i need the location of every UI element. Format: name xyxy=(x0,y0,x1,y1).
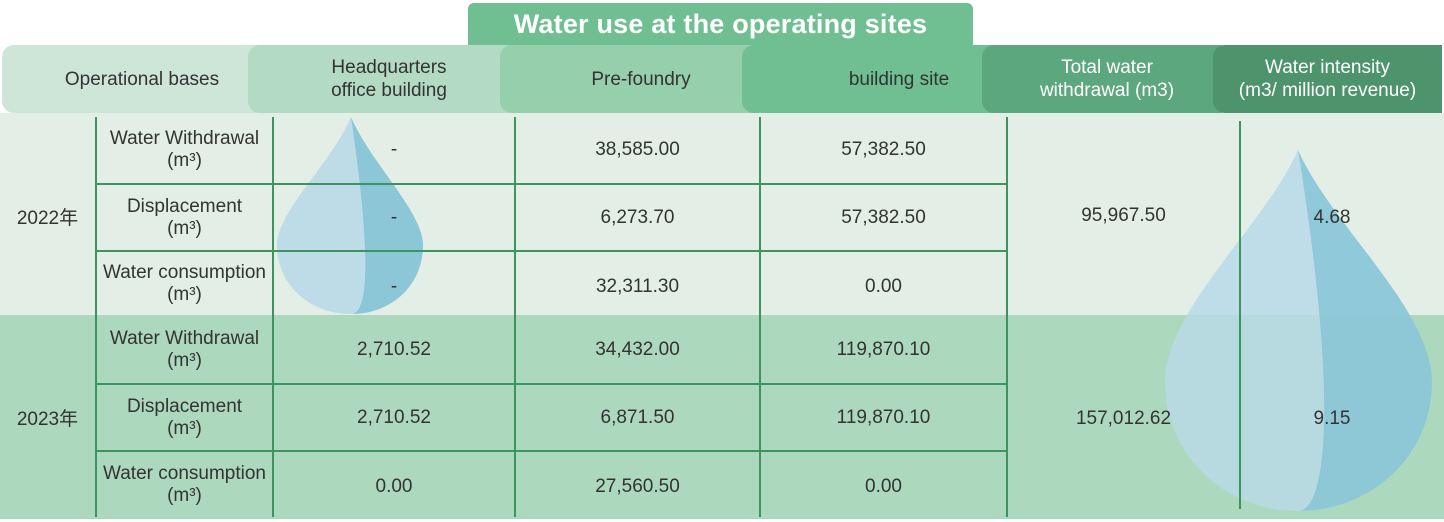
metric-label: Water consumption (m³) xyxy=(97,252,272,315)
grid-vline-6 xyxy=(1239,121,1241,509)
grid-vline-3 xyxy=(514,117,516,517)
header-total-withdrawal: Total water withdrawal (m3) xyxy=(982,45,1232,113)
header-water-intensity: Water intensity (m3/ million revenue) xyxy=(1213,45,1442,113)
water-drop-small-icon xyxy=(277,117,423,314)
pre-foundry-value: 32,311.30 xyxy=(595,276,680,297)
building-site-value: 119,870.10 xyxy=(836,339,931,360)
grid-hline-3 xyxy=(95,383,1008,385)
pre-foundry-value: 38,585.00 xyxy=(595,139,680,160)
metric-label: Water Withdrawal (m³) xyxy=(97,317,272,383)
grid-vline-5 xyxy=(1006,117,1008,517)
metric-unit: (m³) xyxy=(167,417,202,439)
metric-name: Water Withdrawal xyxy=(109,128,260,149)
metric-name: Displacement xyxy=(126,395,243,417)
grid-hline-2 xyxy=(95,250,1008,252)
pre-foundry-value: 34,432.00 xyxy=(595,339,680,360)
header-total-line2: withdrawal (m3) xyxy=(1039,80,1175,101)
metric-unit: (m³) xyxy=(167,217,202,239)
total-withdrawal-value: 157,012.62 xyxy=(1075,408,1172,429)
building-site-value: 119,870.10 xyxy=(836,406,931,428)
pre-foundry-value: 6,273.70 xyxy=(600,206,675,228)
metric-label: Water consumption (m³) xyxy=(97,452,272,518)
header-operational-bases: Operational bases xyxy=(2,45,282,113)
year-band-2022 xyxy=(0,113,1444,315)
metric-unit: (m³) xyxy=(167,350,202,371)
header-hq-line2: office building xyxy=(331,80,447,101)
header-total-line1: Total water xyxy=(1061,57,1153,78)
grid-hline-1 xyxy=(95,183,1008,185)
header-intensity-line2: (m3/ million revenue) xyxy=(1238,80,1417,101)
page-title: Water use at the operating sites xyxy=(468,3,973,47)
building-site-value: 0.00 xyxy=(865,476,902,497)
hq-value: - xyxy=(390,206,398,228)
header-hq-line1: Headquarters xyxy=(331,57,447,78)
pre-foundry-value: 27,560.50 xyxy=(595,476,680,497)
year-label: 2022年 xyxy=(16,207,79,229)
grid-vline-4 xyxy=(759,117,761,517)
hq-value: 2,710.52 xyxy=(357,406,431,428)
header-pre-foundry: Pre-foundry xyxy=(500,45,782,113)
hq-value: 2,710.52 xyxy=(357,339,431,360)
header-building-site: building site xyxy=(742,45,1022,113)
metric-label: Displacement (m³) xyxy=(97,385,272,450)
building-site-value: 0.00 xyxy=(865,276,902,297)
metric-label: Displacement (m³) xyxy=(97,185,272,250)
total-withdrawal-value: 95,967.50 xyxy=(1081,205,1166,226)
metric-unit: (m³) xyxy=(167,485,202,506)
metric-name: Displacement xyxy=(126,195,243,217)
metric-name: Water consumption xyxy=(103,463,266,484)
grid-vline-2 xyxy=(272,117,274,517)
water-drop-large-icon xyxy=(1165,150,1432,511)
water-intensity-value: 9.15 xyxy=(1313,408,1351,429)
header-intensity-line1: Water intensity xyxy=(1265,57,1390,78)
building-site-value: 57,382.50 xyxy=(841,206,926,228)
metric-name: Water Withdrawal xyxy=(109,328,260,349)
year-label: 2023年 xyxy=(16,408,79,430)
building-site-value: 57,382.50 xyxy=(841,139,926,160)
metric-label: Water Withdrawal (m³) xyxy=(97,117,272,183)
header-headquarters: Headquarters office building xyxy=(248,45,530,113)
metric-unit: (m³) xyxy=(167,283,202,305)
water-intensity-value: 4.68 xyxy=(1313,207,1351,228)
hq-value: 0.00 xyxy=(375,476,413,497)
metric-unit: (m³) xyxy=(167,150,202,171)
grid-hline-4 xyxy=(95,450,1008,452)
hq-value: - xyxy=(390,276,398,297)
metric-name: Water consumption xyxy=(103,261,266,283)
grid-vline-1 xyxy=(95,117,97,517)
pre-foundry-value: 6,871.50 xyxy=(600,406,675,428)
hq-value: - xyxy=(390,139,398,160)
